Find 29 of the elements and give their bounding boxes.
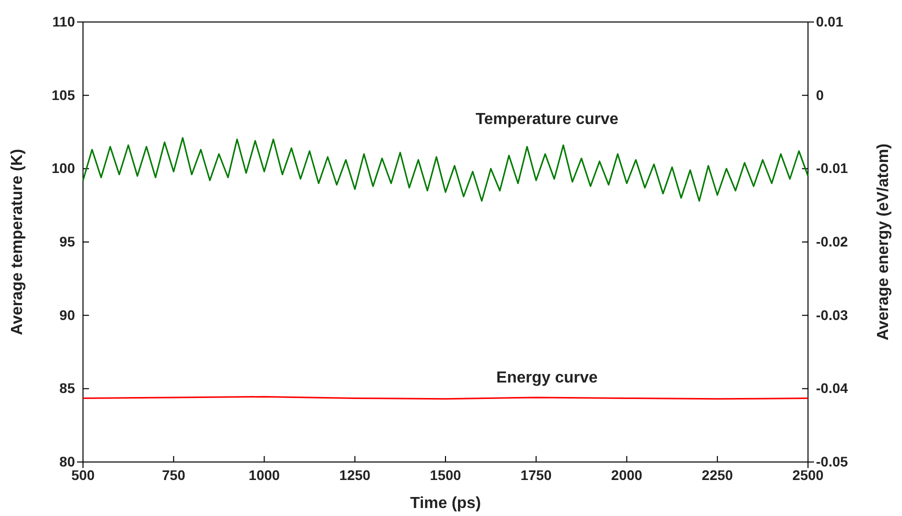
x-tick-label: 2500 <box>792 466 824 483</box>
y-tick-label: 100 <box>52 160 76 176</box>
y2-tick-label: 0 <box>816 86 824 103</box>
x-tick-label: 750 <box>162 466 186 483</box>
x-tick-label: 1750 <box>520 466 552 483</box>
y2-tick-label: -0.05 <box>816 453 848 470</box>
y2-tick-label: 0.01 <box>816 13 844 30</box>
annotation: Energy curve <box>496 370 598 387</box>
x-tick-label: 1000 <box>248 466 280 483</box>
line-series <box>82 137 809 202</box>
y-axis-title: Average temperature (K) <box>9 148 26 336</box>
y-tick-label: 90 <box>59 306 76 323</box>
y-tick-label: 110 <box>52 13 76 30</box>
y2-tick-label: -0.04 <box>816 380 848 396</box>
y2-tick-label: -0.02 <box>816 233 848 250</box>
x-axis-title: Time (ps) <box>410 495 481 512</box>
y2-tick-label: -0.03 <box>816 306 848 323</box>
annotation: Temperature curve <box>476 110 619 128</box>
y-tick-label: 105 <box>52 86 76 103</box>
x-tick-label: 1250 <box>339 466 371 483</box>
y-tick-label: 80 <box>59 453 76 470</box>
x-tick-label: 1500 <box>430 466 462 483</box>
y-tick-label: 85 <box>59 380 76 396</box>
y-tick-label: 95 <box>59 233 76 250</box>
y2-tick-label: -0.01 <box>816 160 848 176</box>
y2-axis-title: Average energy (eV/atom) <box>875 144 892 340</box>
x-tick-label: 2250 <box>702 466 734 483</box>
x-tick-label: 500 <box>71 466 95 483</box>
x-tick-label: 2000 <box>611 466 643 483</box>
